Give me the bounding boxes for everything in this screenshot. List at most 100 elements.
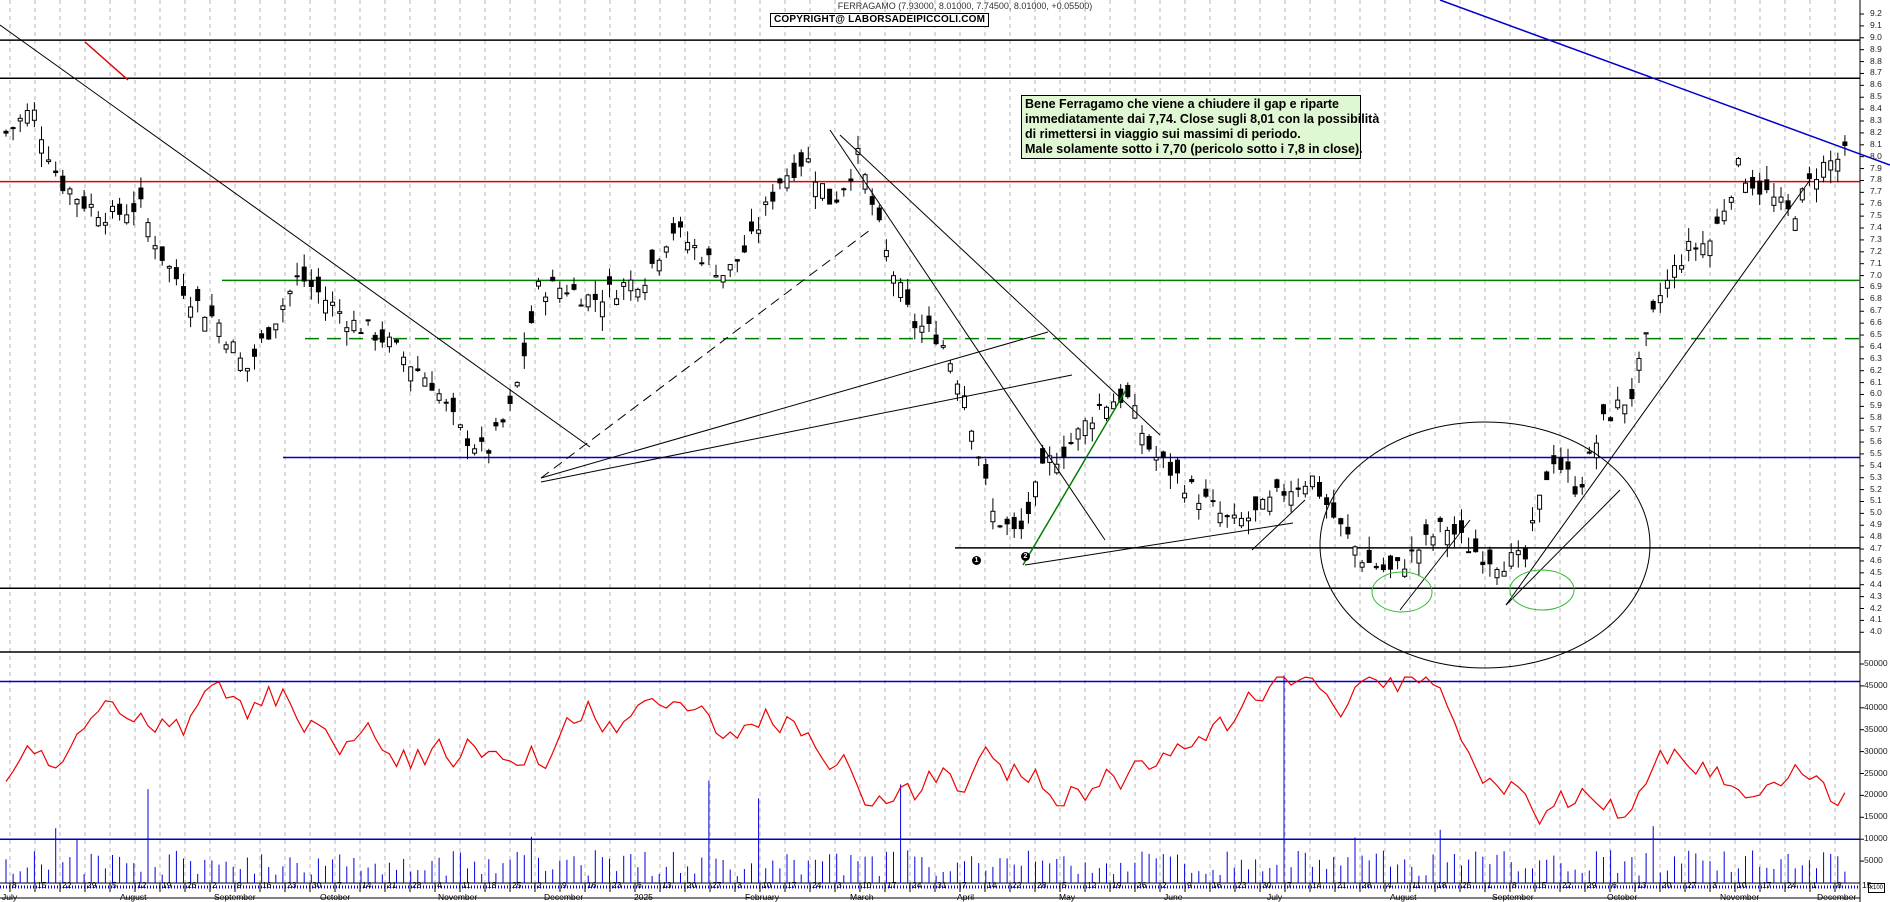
candle-body bbox=[159, 246, 165, 261]
price-tick: 5.7 bbox=[1870, 424, 1882, 435]
candle-body bbox=[685, 241, 691, 251]
blue-downtrend-line bbox=[1439, 0, 1890, 166]
month-label: 2025 bbox=[634, 892, 653, 902]
candle-body bbox=[53, 170, 59, 174]
date-tick: 27 bbox=[712, 880, 722, 890]
price-tick: 5.6 bbox=[1870, 436, 1882, 447]
price-tick: 7.2 bbox=[1870, 245, 1882, 256]
candle-body bbox=[244, 367, 250, 372]
candle-body bbox=[812, 181, 818, 198]
date-tick: 14 bbox=[1312, 880, 1322, 890]
candle-body bbox=[181, 286, 186, 296]
candle-body bbox=[3, 130, 9, 134]
uptrend-line bbox=[1024, 522, 1294, 566]
month-label: November bbox=[1720, 892, 1760, 902]
date-tick: 11 bbox=[1412, 880, 1421, 890]
candle-body bbox=[330, 301, 336, 306]
candle-body bbox=[727, 264, 733, 271]
month-label: September bbox=[1492, 892, 1534, 902]
candle-body bbox=[472, 448, 478, 454]
candle-body bbox=[1011, 516, 1017, 530]
candle-body bbox=[1089, 422, 1095, 430]
date-tick: 3 bbox=[1712, 880, 1717, 890]
price-tick: 7.5 bbox=[1870, 210, 1882, 221]
candle-body bbox=[1253, 496, 1259, 511]
candle-body bbox=[1324, 497, 1330, 505]
candle-body bbox=[663, 246, 669, 253]
candle-body bbox=[1664, 279, 1670, 289]
price-tick: 6.6 bbox=[1870, 317, 1882, 328]
candle-body bbox=[1544, 471, 1550, 481]
candle-body bbox=[1714, 216, 1720, 224]
candle-body bbox=[372, 334, 378, 341]
date-tick: 15 bbox=[37, 880, 47, 890]
date-tick: 3 bbox=[737, 880, 742, 890]
candle-body bbox=[1238, 517, 1244, 527]
date-tick: 10 bbox=[862, 880, 872, 890]
candle-body bbox=[493, 422, 499, 427]
candle-body bbox=[784, 175, 790, 189]
candle-body bbox=[969, 430, 975, 442]
price-tick: 4.7 bbox=[1870, 543, 1882, 554]
date-tick: 22 bbox=[62, 880, 72, 890]
candle-body bbox=[1792, 218, 1798, 231]
month-label: December bbox=[544, 892, 584, 902]
price-tick: 8.5 bbox=[1870, 91, 1882, 102]
date-tick: 14 bbox=[987, 880, 997, 890]
candle-body bbox=[1160, 451, 1166, 459]
candle-body bbox=[1828, 160, 1834, 171]
candle-body bbox=[280, 305, 286, 311]
candle-body bbox=[1210, 500, 1216, 503]
candle-body bbox=[408, 366, 414, 382]
candle-body bbox=[1295, 487, 1301, 490]
date-tick: 8 bbox=[1512, 880, 1517, 890]
price-tick: 6.1 bbox=[1870, 376, 1882, 387]
date-tick: 4 bbox=[1387, 880, 1392, 890]
chart-title: FERRAGAMO (7.93000, 8.01000, 7.74500, 8.… bbox=[837, 1, 1093, 11]
date-tick: 21 bbox=[1337, 880, 1347, 890]
price-tick: 6.8 bbox=[1870, 293, 1882, 304]
candle-body bbox=[798, 152, 804, 167]
candle-body bbox=[1835, 158, 1841, 172]
candle-body bbox=[1359, 562, 1365, 568]
month-label: December bbox=[1817, 892, 1857, 902]
candle-body bbox=[1281, 491, 1287, 496]
candle-body bbox=[209, 305, 215, 317]
candle-body bbox=[301, 266, 307, 282]
note-line: immediatamente dai 7,74. Close sugli 8,0… bbox=[1025, 112, 1380, 126]
candle-body bbox=[621, 282, 627, 287]
date-tick: 15 bbox=[1862, 880, 1872, 890]
candle-body bbox=[564, 292, 570, 295]
candle-body bbox=[1395, 557, 1401, 562]
price-tick: 6.5 bbox=[1870, 329, 1882, 340]
note-line: di rimettersi in viaggio sui massimi di … bbox=[1025, 127, 1301, 141]
candle-body bbox=[1842, 141, 1848, 146]
candle-body bbox=[1437, 517, 1443, 523]
candle-body bbox=[756, 229, 762, 234]
volume-tick: 5000 bbox=[1864, 855, 1883, 866]
candle-body bbox=[1373, 565, 1379, 569]
candle-body bbox=[1018, 520, 1024, 530]
date-tick: 16 bbox=[262, 880, 272, 890]
candle-body bbox=[585, 294, 591, 308]
green-trend-line bbox=[1022, 389, 1127, 566]
candle-body bbox=[60, 175, 66, 192]
candle-body bbox=[891, 275, 896, 284]
candle-body bbox=[1622, 404, 1628, 415]
candle-body bbox=[294, 275, 300, 278]
price-tick: 8.6 bbox=[1870, 79, 1882, 90]
analysis-note: Bene Ferragamo che viene a chiudere il g… bbox=[1021, 95, 1380, 159]
date-tick: 23 bbox=[1237, 880, 1247, 890]
candle-body bbox=[273, 323, 279, 331]
candle-body bbox=[1473, 538, 1479, 553]
candle-body bbox=[1551, 455, 1557, 465]
date-tick: 20 bbox=[1662, 880, 1672, 890]
dashed-uptrend-line bbox=[540, 229, 871, 479]
date-tick: 28 bbox=[412, 880, 422, 890]
candle-body bbox=[1096, 403, 1102, 406]
candle-body bbox=[1572, 486, 1578, 495]
candle-body bbox=[1331, 502, 1337, 518]
candle-body bbox=[394, 339, 399, 343]
date-tick: 19 bbox=[162, 880, 172, 890]
candle-body bbox=[656, 259, 662, 272]
